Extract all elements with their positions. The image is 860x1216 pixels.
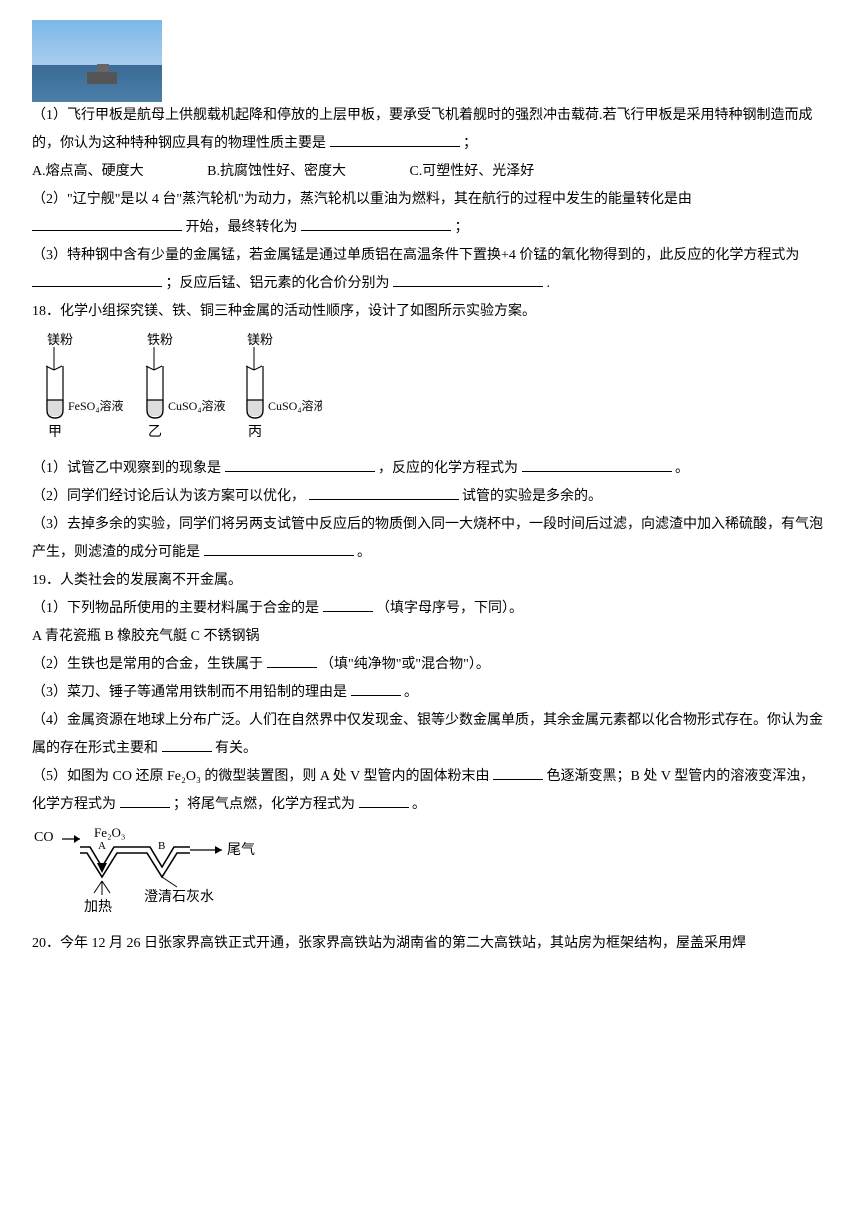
q19-head: 19．人类社会的发展离不开金属。 (32, 567, 828, 595)
blank (162, 737, 212, 752)
q19-p5: （5）如图为 CO 还原 Fe₂O₃ 的微型装置图，则 A 处 V 型管内的固体… (32, 763, 828, 819)
q18-head: 18．化学小组探究镁、铁、铜三种金属的活动性顺序，设计了如图所示实验方案。 (32, 298, 828, 326)
tube2-solution: CuSO₄溶液 (168, 398, 226, 413)
q17-optA: A.熔点高、硬度大 (32, 164, 144, 179)
tubes-svg: 镁粉 FeSO₄溶液 铁粉 CuSO₄溶液 镁粉 (32, 332, 322, 442)
blank (32, 272, 162, 287)
q17-p3c: . (547, 276, 551, 291)
q17-optC: C.可塑性好、光泽好 (409, 164, 534, 179)
tube2-bottom: 乙 (148, 424, 162, 440)
q17-p3b: ；反应后锰、铝元素的化合价分别为 (166, 276, 390, 291)
q19-opts: A 青花瓷瓶 B 橡胶充气艇 C 不锈钢锅 (32, 623, 828, 651)
tube1-bottom: 甲 (48, 425, 62, 440)
q17-p3a: （3）特种钢中含有少量的金属锰，若金属锰是通过单质铝在高温条件下置换+4 价锰的… (32, 248, 799, 263)
blank (309, 485, 459, 500)
q19-p2: （2）生铁也是常用的合金，生铁属于 （填"纯净物"或"混合物"）。 (32, 651, 828, 679)
q18-p1c: 。 (675, 461, 689, 476)
q19-p3: （3）菜刀、锤子等通常用铁制而不用铅制的理由是 。 (32, 679, 828, 707)
q17-p2c: ； (455, 220, 469, 235)
tube3-top-label: 镁粉 (247, 332, 273, 347)
q19-p1: （1）下列物品所使用的主要材料属于合金的是 （填字母序号，下同）。 (32, 595, 828, 623)
q18-p2b: 试管的实验是多余的。 (462, 489, 602, 504)
q17-options: A.熔点高、硬度大 B.抗腐蚀性好、密度大 C.可塑性好、光泽好 (32, 158, 828, 186)
blank (267, 653, 317, 668)
q19-p3a: （3）菜刀、锤子等通常用铁制而不用铅制的理由是 (32, 685, 347, 700)
tube1-solution: FeSO₄溶液 (68, 398, 124, 413)
blank (359, 793, 409, 808)
heat-label: 加热 (84, 899, 112, 915)
q19-p2a: （2）生铁也是常用的合金，生铁属于 (32, 657, 263, 672)
fe2o3-label: Fe₂O₃ (94, 825, 125, 840)
q19-p2b: （填"纯净物"或"混合物"）。 (320, 657, 490, 672)
q17-p2b: 开始，最终转化为 (186, 220, 298, 235)
q17-p2-line2: 开始，最终转化为 ； (32, 214, 828, 242)
q19-p3b: 。 (404, 685, 418, 700)
q17-p2a: （2）"辽宁舰"是以 4 台"蒸汽轮机"为动力，蒸汽轮机以重油为燃料，其在航行的… (32, 192, 692, 207)
q18-p3a: （3）去掉多余的实验，同学们将另两支试管中反应后的物质倒入同一大烧杯中，一段时间… (32, 517, 823, 560)
q18-p2a: （2）同学们经讨论后认为该方案可以优化， (32, 489, 305, 504)
q19-p4: （4）金属资源在地球上分布广泛。人们在自然界中仅发现金、银等少数金属单质，其余金… (32, 707, 828, 763)
q17-p1-tail: ； (463, 136, 477, 151)
tube-diagram: 镁粉 FeSO₄溶液 铁粉 CuSO₄溶液 镁粉 (32, 332, 828, 453)
q17-p3: （3）特种钢中含有少量的金属锰，若金属锰是通过单质铝在高温条件下置换+4 价锰的… (32, 242, 828, 298)
sky-sea-bg (32, 20, 162, 102)
q18-p3: （3）去掉多余的实验，同学们将另两支试管中反应后的物质倒入同一大烧杯中，一段时间… (32, 511, 828, 567)
q19-p4b: 有关。 (215, 741, 257, 756)
blank (32, 216, 182, 231)
lime-label: 澄清石灰水 (144, 889, 214, 905)
blank (351, 681, 401, 696)
q18-p3b: 。 (357, 545, 371, 560)
blank (330, 132, 460, 147)
q18-p1a: （1）试管乙中观察到的现象是 (32, 461, 221, 476)
blank (323, 597, 373, 612)
B-label: B (158, 840, 165, 852)
co-svg: CO Fe₂O₃ A B 尾气 加热 澄清石灰水 (32, 825, 302, 915)
q18-p2: （2）同学们经讨论后认为该方案可以优化， 试管的实验是多余的。 (32, 483, 828, 511)
blank (120, 793, 170, 808)
tube3-solution: CuSO₄溶液 (268, 398, 322, 413)
blank (204, 541, 354, 556)
tube2-top-label: 铁粉 (147, 332, 173, 347)
q18-p1: （1）试管乙中观察到的现象是 ，反应的化学方程式为 。 (32, 455, 828, 483)
tube1-top-label: 镁粉 (47, 332, 73, 347)
blank (493, 765, 543, 780)
q17-optB: B.抗腐蚀性好、密度大 (207, 164, 346, 179)
q17-p2: （2）"辽宁舰"是以 4 台"蒸汽轮机"为动力，蒸汽轮机以重油为燃料，其在航行的… (32, 186, 828, 214)
ship-shape (87, 72, 117, 84)
tube3-bottom: 丙 (248, 425, 262, 440)
q19-p1b: （填字母序号，下同）。 (376, 601, 523, 616)
q19-p5c: ；将尾气点燃，化学方程式为 (173, 797, 355, 812)
co-label: CO (34, 830, 53, 845)
q18-p1b: ，反应的化学方程式为 (378, 461, 518, 476)
ship-illustration (32, 20, 162, 102)
q19-p1a: （1）下列物品所使用的主要材料属于合金的是 (32, 601, 319, 616)
q19-p4a: （4）金属资源在地球上分布广泛。人们在自然界中仅发现金、银等少数金属单质，其余金… (32, 713, 823, 756)
blank (225, 457, 375, 472)
tail-gas: 尾气 (227, 842, 255, 858)
blank (393, 272, 543, 287)
A-label: A (98, 840, 106, 852)
blank (522, 457, 672, 472)
blank (301, 216, 451, 231)
q17-p1: （1）飞行甲板是航母上供舰载机起降和停放的上层甲板，要承受飞机着舰时的强烈冲击载… (32, 102, 828, 158)
q19-p5a: （5）如图为 CO 还原 Fe₂O₃ 的微型装置图，则 A 处 V 型管内的固体… (32, 769, 490, 784)
q20-head: 20．今年 12 月 26 日张家界高铁正式开通，张家界高铁站为湖南省的第二大高… (32, 930, 828, 958)
q19-p5d: 。 (412, 797, 426, 812)
co-reduction-diagram: CO Fe₂O₃ A B 尾气 加热 澄清石灰水 (32, 825, 828, 926)
